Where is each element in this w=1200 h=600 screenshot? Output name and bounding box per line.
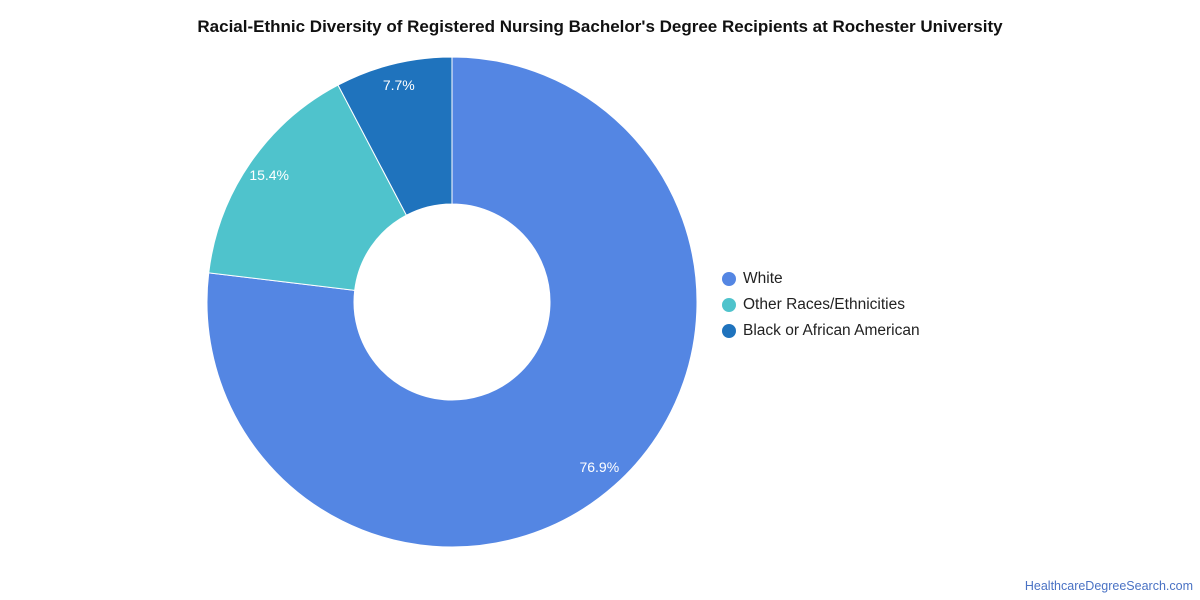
slice-other-races-ethnicities: [208, 84, 408, 291]
legend-label: White: [743, 270, 783, 287]
legend-item[interactable]: Black or African American: [722, 318, 920, 344]
legend-label: Black or African American: [743, 322, 920, 339]
legend: White Other Races/Ethnicities Black or Afr…: [722, 266, 920, 344]
slice-label: 7.7%: [383, 77, 415, 93]
legend-label: Other Races/Ethnicities: [743, 296, 905, 313]
slice-labels-group: 76.9% 15.4% 7.7%: [249, 77, 619, 475]
chart-title: Racial-Ethnic Diversity of Registered Nu…: [197, 17, 1003, 36]
slices-group: [206, 56, 698, 548]
slice-black-or-african-american: [337, 56, 453, 216]
slice-label: 76.9%: [579, 459, 619, 475]
legend-swatch-icon: [722, 298, 736, 312]
source-link[interactable]: HealthcareDegreeSearch.com: [1024, 579, 1193, 593]
legend-item[interactable]: White: [722, 266, 920, 292]
slice-white: [206, 56, 698, 548]
legend-swatch-icon: [722, 324, 736, 338]
legend-item[interactable]: Other Races/Ethnicities: [722, 292, 920, 318]
slice-label: 15.4%: [249, 167, 289, 183]
legend-swatch-icon: [722, 272, 736, 286]
